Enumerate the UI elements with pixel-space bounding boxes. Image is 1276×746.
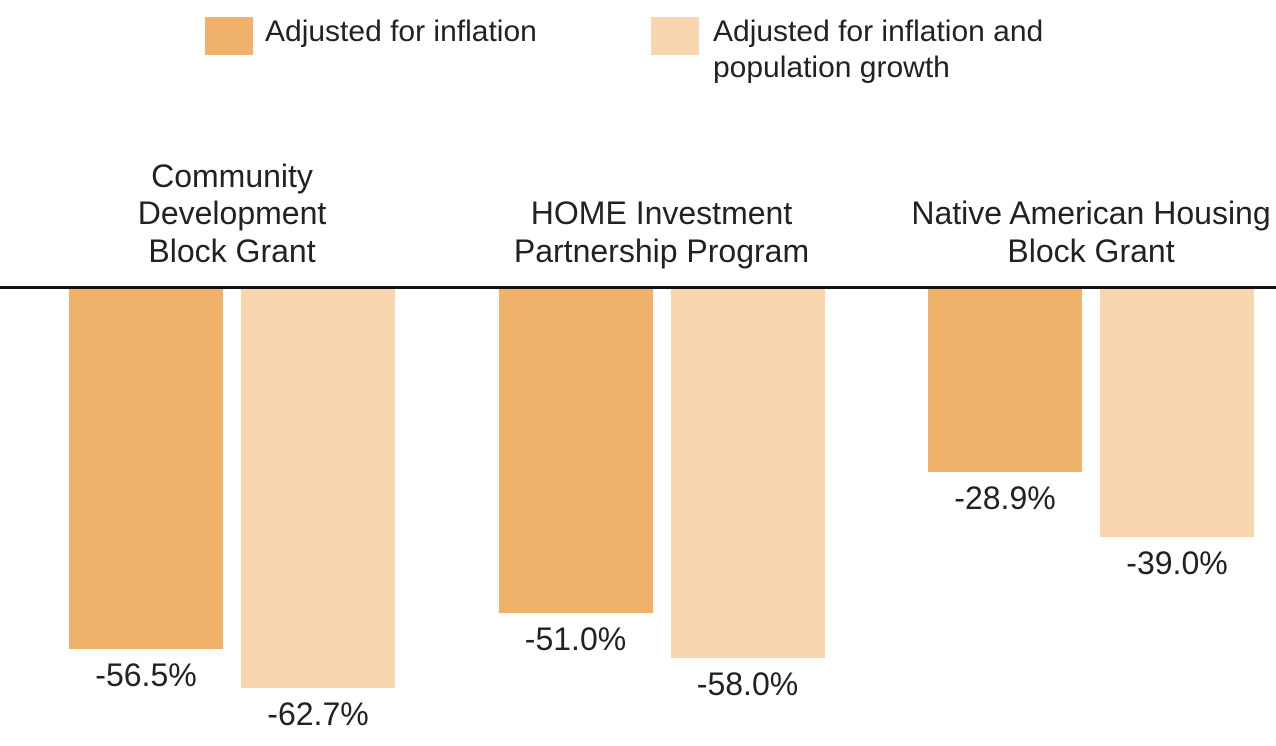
legend-swatch [205,17,253,55]
legend-swatch [651,17,699,55]
category-label: Native American Housing Block Grant [911,195,1271,269]
value-label: -51.0% [524,621,627,658]
legend-label: Adjusted for inflation and population gr… [713,15,1044,84]
category-label: HOME Investment Partnership Program [513,195,810,269]
bar [241,288,395,689]
value-label: -56.5% [95,656,197,693]
bar [498,288,653,614]
bar [69,288,223,649]
axis-line [0,285,1276,289]
bar [928,288,1082,472]
value-label: -39.0% [1126,544,1228,581]
legend-label: Adjusted for inflation [265,15,537,48]
bar [1100,288,1254,537]
value-label: -58.0% [696,666,799,703]
bar [670,288,825,659]
value-label: -28.9% [954,479,1056,516]
value-label: -62.7% [267,696,369,733]
category-label: Community Development Block Grant [137,157,327,269]
